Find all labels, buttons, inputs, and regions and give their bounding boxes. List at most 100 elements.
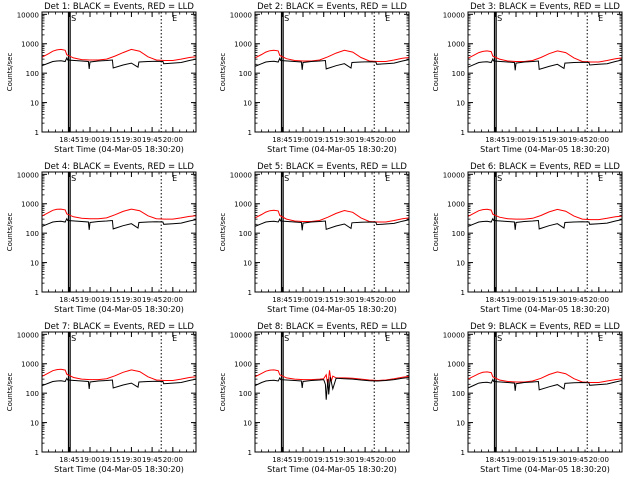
det1-annotation: S (71, 14, 76, 23)
det3-ytick-label: 10000 (443, 11, 465, 19)
det9-annotation: E (598, 334, 603, 343)
det8-xlabel: Start Time (04-Mar-05 18:30:20) (267, 465, 397, 474)
det4-annotation: E (172, 174, 177, 183)
det1-ytick-label: 1000 (21, 41, 39, 49)
det2-ylabel: Counts/sec (219, 53, 227, 92)
det9-ytick-label: 10000 (443, 331, 465, 339)
det2-xtick-label: 19:15 (314, 136, 334, 144)
det2-annotation: S (284, 14, 289, 23)
det1-xtick-label: 18:45 (59, 136, 79, 144)
det7-xtick-label: 19:45 (142, 456, 162, 464)
det7-xtick-label: 19:30 (121, 456, 141, 464)
det8-series-lld (254, 369, 410, 386)
det9-ytick-label: 10 (456, 420, 465, 428)
det3-ytick-label: 10 (456, 100, 465, 108)
det1-title: Det 1: BLACK = Events, RED = LLD (44, 2, 194, 12)
det8-xtick-label: 18:45 (272, 456, 292, 464)
det8-series-events (254, 376, 410, 400)
det2-xtick-label: 20:00 (376, 136, 396, 144)
det2-series-lld (254, 49, 410, 62)
det3-xlabel: Start Time (04-Mar-05 18:30:20) (480, 145, 610, 154)
det4-xtick-label: 19:45 (142, 296, 162, 304)
det4-ytick-label: 1 (35, 289, 39, 297)
det4-xtick-label: 19:15 (101, 296, 121, 304)
det5-ytick-label: 10 (243, 260, 252, 268)
det8-xtick-label: 19:00 (293, 456, 313, 464)
det7-xtick-label: 19:15 (101, 456, 121, 464)
det6-panel: Det 6: BLACK = Events, RED = LLD Counts/s… (432, 162, 623, 314)
det2-ytick-label: 10 (243, 100, 252, 108)
det5-ytick-label: 10000 (230, 171, 252, 179)
det1-panel: Det 1: BLACK = Events, RED = LLD Counts/s… (6, 2, 197, 154)
det2-xtick-label: 19:30 (334, 136, 354, 144)
det4-xtick-label: 19:00 (80, 296, 100, 304)
det7-xtick-label: 19:00 (80, 456, 100, 464)
det6-ytick-label: 100 (452, 230, 465, 238)
det2-xlabel: Start Time (04-Mar-05 18:30:20) (267, 145, 397, 154)
det4-xtick-label: 18:45 (59, 296, 79, 304)
det6-ytick-label: 10000 (443, 171, 465, 179)
det7-plot-frame (41, 331, 197, 453)
det6-ytick-label: 10 (456, 260, 465, 268)
det5-ytick-label: 100 (239, 230, 252, 238)
det7-ytick-label: 1000 (21, 361, 39, 369)
det4-ylabel: Counts/sec (6, 213, 14, 252)
det5-xtick-label: 19:45 (355, 296, 375, 304)
det9-xtick-label: 19:45 (568, 456, 588, 464)
det2-title: Det 2: BLACK = Events, RED = LLD (257, 2, 407, 12)
det3-xtick-label: 19:30 (547, 136, 567, 144)
det6-title: Det 6: BLACK = Events, RED = LLD (470, 162, 620, 172)
det1-xtick-label: 19:45 (142, 136, 162, 144)
det3-xtick-label: 18:45 (485, 136, 505, 144)
det4-ytick-label: 1000 (21, 201, 39, 209)
det8-ytick-label: 100 (239, 390, 252, 398)
det5-xtick-label: 19:00 (293, 296, 313, 304)
det3-title: Det 3: BLACK = Events, RED = LLD (470, 2, 620, 12)
det9-annotation: S (497, 334, 502, 343)
det2-xtick-label: 19:00 (293, 136, 313, 144)
det2-ytick-label: 1 (248, 129, 252, 137)
det9-ytick-label: 100 (452, 390, 465, 398)
det1-xtick-label: 19:30 (121, 136, 141, 144)
det5-xtick-label: 20:00 (376, 296, 396, 304)
det4-annotation: S (71, 174, 76, 183)
det2-annotation: E (385, 14, 390, 23)
det8-ytick-label: 10000 (230, 331, 252, 339)
det3-ytick-label: 1 (461, 129, 465, 137)
det1-ylabel: Counts/sec (6, 53, 14, 92)
det5-series-lld (254, 209, 410, 223)
det5-series-events (254, 218, 410, 231)
det9-panel: Det 9: BLACK = Events, RED = LLD Counts/s… (432, 322, 623, 474)
det5-plot-frame (254, 171, 410, 293)
det2-panel: Det 2: BLACK = Events, RED = LLD Counts/s… (219, 2, 410, 154)
det9-plot-frame (467, 331, 623, 453)
det5-annotation: S (284, 174, 289, 183)
det2-ytick-label: 10000 (230, 11, 252, 19)
det3-series-lld (467, 50, 623, 63)
det3-annotation: E (598, 14, 603, 23)
det4-series-lld (41, 208, 197, 220)
det9-ylabel: Counts/sec (432, 373, 440, 412)
det7-xtick-label: 18:45 (59, 456, 79, 464)
det3-xtick-label: 19:00 (506, 136, 526, 144)
det7-panel: Det 7: BLACK = Events, RED = LLD Counts/s… (6, 322, 197, 474)
det8-ylabel: Counts/sec (219, 373, 227, 412)
det6-series-events (467, 217, 623, 230)
det5-xlabel: Start Time (04-Mar-05 18:30:20) (267, 305, 397, 314)
det7-ytick-label: 10000 (17, 331, 39, 339)
det6-xtick-label: 19:00 (506, 296, 526, 304)
det4-xtick-label: 19:30 (121, 296, 141, 304)
det7-ytick-label: 100 (26, 390, 39, 398)
det1-xtick-label: 19:15 (101, 136, 121, 144)
det2-plot-frame (254, 11, 410, 133)
det8-ytick-label: 1 (248, 449, 252, 457)
det5-ytick-label: 1000 (234, 201, 252, 209)
det9-xlabel: Start Time (04-Mar-05 18:30:20) (480, 465, 610, 474)
det3-xtick-label: 19:45 (568, 136, 588, 144)
det6-xlabel: Start Time (04-Mar-05 18:30:20) (480, 305, 610, 314)
det7-series-lld (41, 368, 197, 381)
det6-plot-frame (467, 171, 623, 293)
det4-title: Det 4: BLACK = Events, RED = LLD (44, 162, 194, 172)
det9-ytick-label: 1000 (447, 361, 465, 369)
det8-plot-frame (254, 331, 410, 453)
